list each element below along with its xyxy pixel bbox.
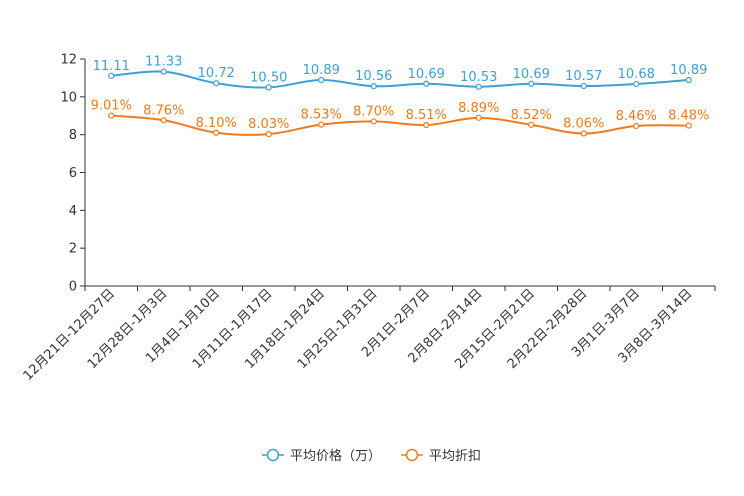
y-tick-label: 4 [69,204,77,219]
data-point [685,122,692,129]
data-label: 11.33 [145,55,182,70]
data-point [318,76,325,84]
data-label: 10.72 [198,66,235,81]
data-label: 8.51% [406,108,447,123]
data-label: 10.56 [355,69,392,84]
y-tick-label: 8 [69,128,77,143]
data-point [528,121,535,128]
series-line-1 [111,114,689,136]
data-point [265,84,272,91]
data-point [265,130,272,138]
data-label: 8.76% [143,103,184,118]
data-point [160,68,167,75]
data-point [423,121,430,129]
data-point [318,121,325,128]
data-point [580,82,587,90]
data-label: 10.89 [303,63,340,78]
data-label: 8.89% [458,101,499,116]
legend-marker-1 [405,448,419,462]
data-point [528,80,535,87]
data-point [685,76,692,84]
x-category-label: 12月21日-12月27日 [21,286,118,383]
chart-legend: 平均价格（万） 平均折扣 [262,448,481,464]
data-label: 8.06% [563,117,604,132]
data-point [423,80,430,87]
data-label: 8.53% [301,108,342,123]
data-label: 8.46% [616,109,657,124]
data-point [213,80,220,87]
data-label: 9.01% [91,99,132,114]
data-point [633,80,640,88]
data-label: 10.69 [513,67,550,82]
data-point [370,83,377,90]
legend-marker-0 [266,448,280,462]
y-tick-label: 0 [69,280,77,295]
data-label: 8.52% [511,108,552,123]
data-point [213,129,220,136]
y-tick-label: 10 [60,90,77,105]
series-line-0 [111,70,689,89]
data-label: 10.69 [408,67,445,82]
data-label: 10.57 [565,69,602,84]
data-label: 10.53 [460,70,497,85]
y-tick-label: 6 [69,166,77,181]
data-label: 8.10% [196,116,237,131]
data-label: 8.03% [248,117,289,132]
chart-series: 11.11 11.33 10.72 10.50 10.89 10.56 10.69 10.53… [91,55,709,138]
data-label: 10.68 [618,67,655,82]
legend-label-1: 平均折扣 [429,449,481,464]
data-label: 8.70% [353,104,394,119]
data-point [633,122,640,130]
data-label: 11.11 [93,59,130,74]
data-point [160,117,167,124]
y-tick-label: 2 [69,242,77,257]
legend-label-0: 平均价格（万） [290,448,381,464]
data-label: 10.89 [670,63,707,78]
data-label: 10.50 [250,70,287,85]
data-point [370,118,377,125]
data-point [475,114,482,121]
data-point [475,83,482,90]
data-label: 8.48% [668,109,709,124]
y-tick-label: 12 [60,53,77,68]
data-point [580,130,587,137]
data-point [108,112,115,119]
data-point [108,72,115,79]
